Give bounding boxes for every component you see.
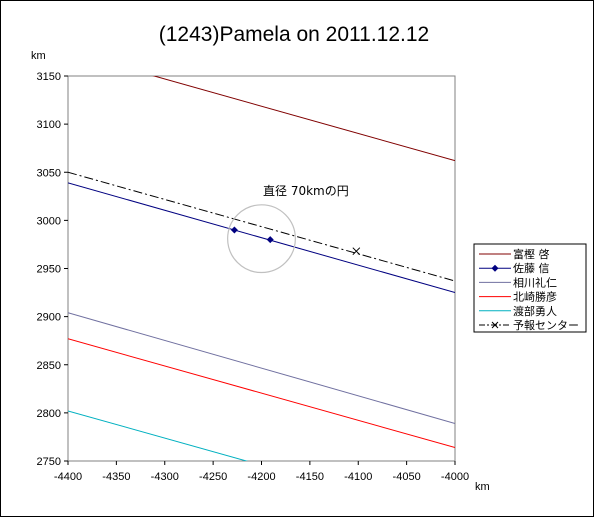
data-point-marker bbox=[352, 247, 361, 256]
annotation-label: 直径 70kmの円 bbox=[263, 184, 349, 198]
diameter-circle bbox=[227, 204, 296, 274]
y-axis-unit: km bbox=[31, 50, 46, 62]
series-line bbox=[68, 338, 455, 449]
series-line bbox=[68, 171, 455, 282]
series-line bbox=[152, 76, 455, 162]
axis-layer: -4400 -4350 -4300 -4250 -4200 -4150 -4100 -4050… bbox=[37, 71, 470, 483]
x-axis-unit: km bbox=[475, 481, 490, 493]
y-tick-label: 2900 bbox=[37, 312, 61, 324]
y-tick-label: 3150 bbox=[37, 71, 61, 83]
y-tick-label: 3100 bbox=[37, 119, 61, 131]
annotation-layer: 直径 70kmの円 bbox=[227, 184, 349, 274]
y-tick-label: 2950 bbox=[37, 264, 61, 276]
series-group bbox=[68, 171, 455, 282]
legend-label: 渡部勇人 bbox=[513, 304, 557, 318]
legend-marker bbox=[491, 264, 499, 272]
x-tick-label: -4400 bbox=[54, 471, 82, 483]
x-tick-label: -4150 bbox=[296, 471, 324, 483]
series-layer bbox=[68, 76, 455, 461]
plot-area bbox=[67, 75, 456, 462]
y-tick-label: 2800 bbox=[37, 408, 61, 420]
y-tick-label: 3050 bbox=[37, 167, 61, 179]
series-group bbox=[68, 182, 455, 294]
legend-label: 佐藤 信 bbox=[513, 261, 550, 275]
chart-title: (1243)Pamela on 2011.12.12 bbox=[159, 23, 429, 46]
y-tick-label: 2750 bbox=[37, 456, 61, 468]
legend-marker bbox=[491, 321, 499, 329]
legend-label: 予報センター bbox=[513, 319, 579, 332]
series-group bbox=[152, 76, 455, 162]
series-line bbox=[68, 182, 455, 294]
data-point-marker bbox=[230, 226, 238, 234]
y-tick-label: 2850 bbox=[37, 360, 61, 372]
series-line bbox=[68, 410, 249, 461]
y-tick-label: 3000 bbox=[37, 215, 61, 227]
x-tick-label: -4250 bbox=[199, 471, 227, 483]
x-tick-label: -4000 bbox=[441, 471, 469, 483]
series-group bbox=[68, 410, 249, 461]
legend-label: 北崎勝彦 bbox=[513, 290, 557, 304]
x-tick-label: -4200 bbox=[247, 471, 275, 483]
series-group bbox=[68, 312, 455, 424]
x-tick-label: -4300 bbox=[151, 471, 179, 483]
x-tick-label: -4350 bbox=[102, 471, 130, 483]
series-line bbox=[68, 312, 455, 424]
legend-label: 相川礼仁 bbox=[513, 275, 557, 289]
legend-box bbox=[473, 243, 587, 333]
data-point-marker bbox=[266, 236, 274, 244]
legend-label: 富樫 啓 bbox=[513, 247, 550, 261]
x-tick-label: -4100 bbox=[344, 471, 372, 483]
series-group bbox=[68, 338, 455, 449]
x-tick-label: -4050 bbox=[393, 471, 421, 483]
